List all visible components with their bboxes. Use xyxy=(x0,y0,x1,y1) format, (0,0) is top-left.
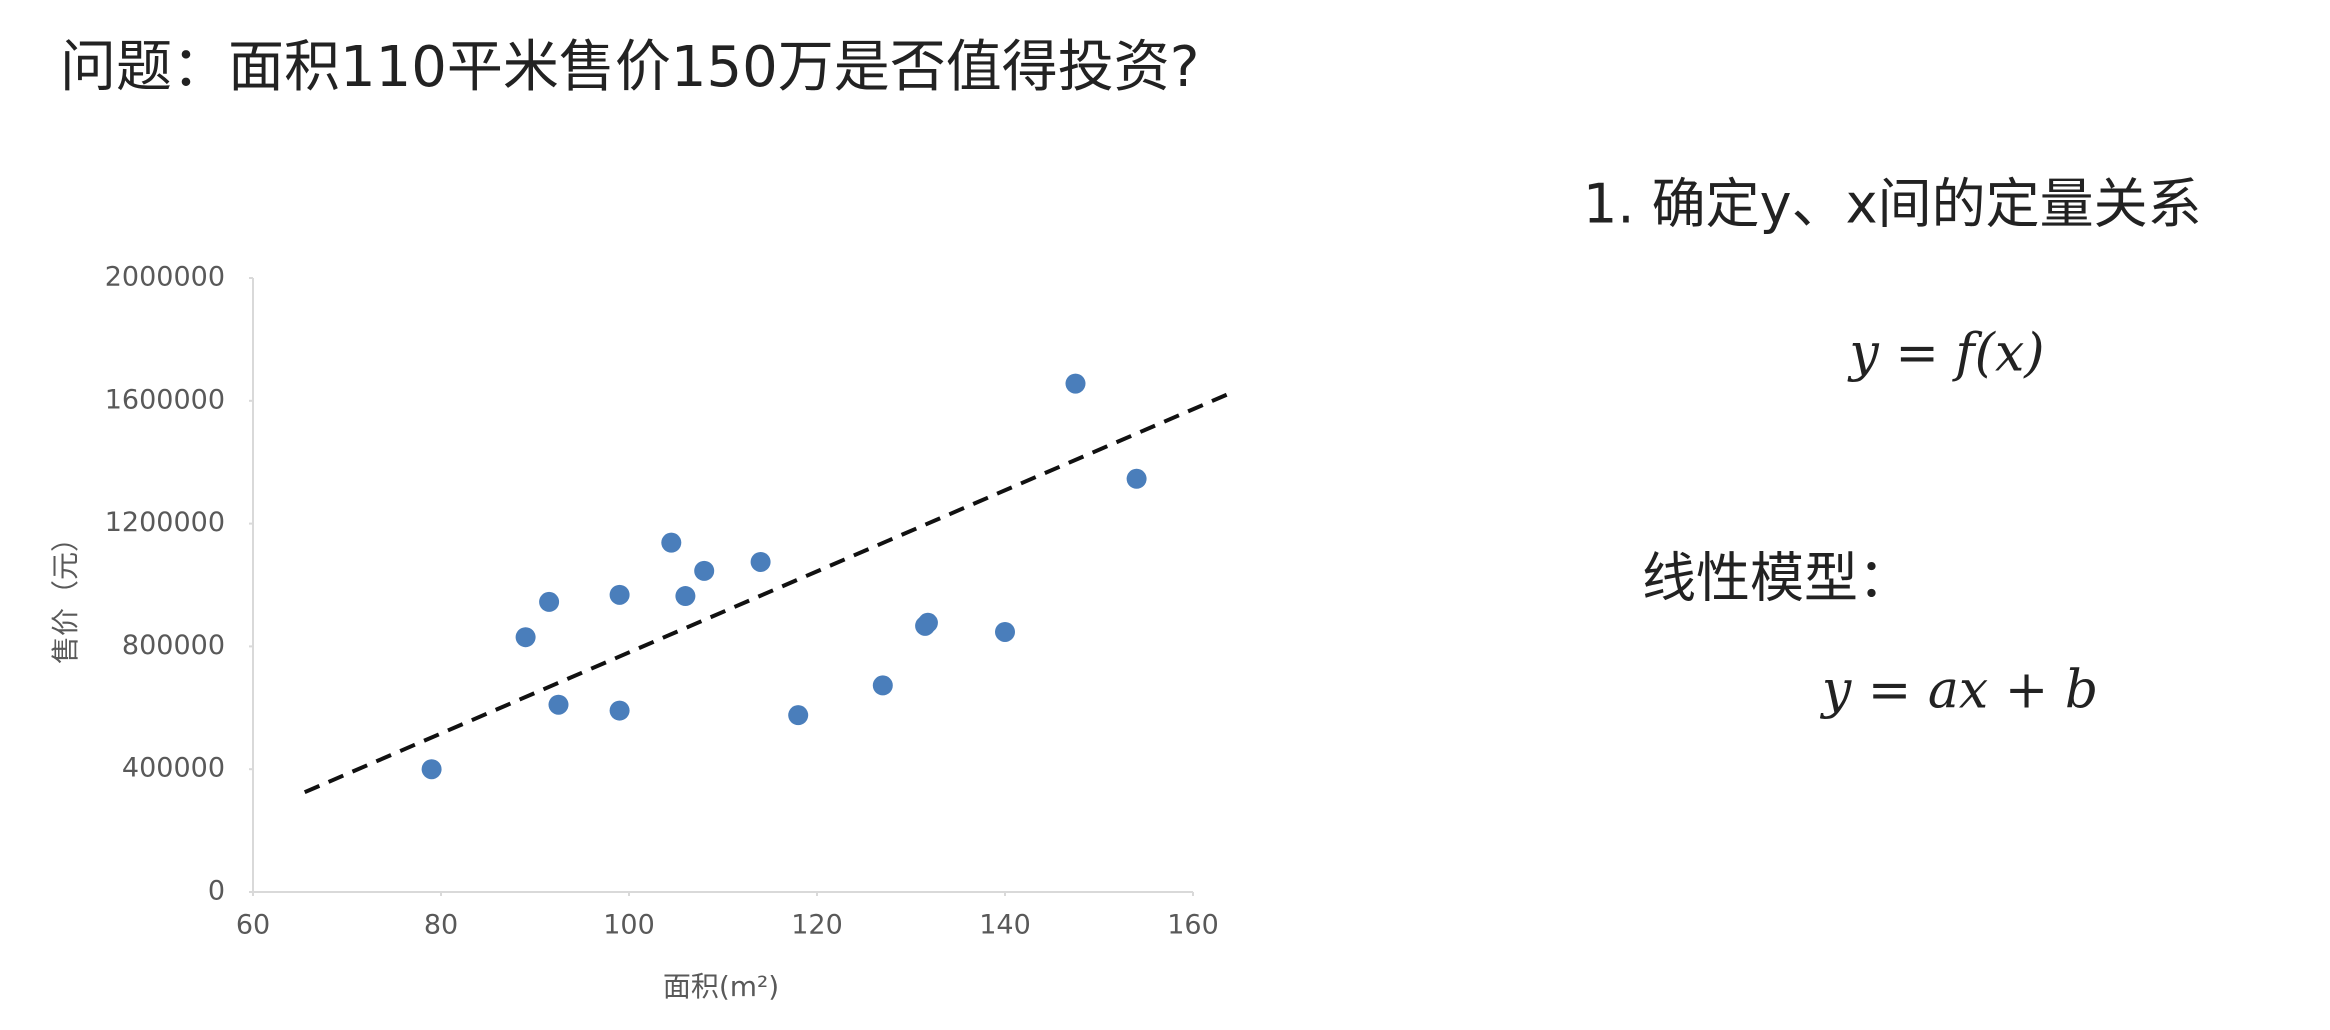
formula: y = f(x) xyxy=(1847,324,2044,384)
point xyxy=(515,627,536,648)
point xyxy=(788,705,809,726)
x-tick-label: 80 xyxy=(424,910,458,941)
step-heading: 1. 确定y、x间的定量关系 xyxy=(1583,173,2202,236)
x-tick-label: 60 xyxy=(236,910,270,941)
x-tick-label: 120 xyxy=(791,910,843,941)
point xyxy=(750,551,771,572)
y-tick-label: 0 xyxy=(208,876,225,907)
point xyxy=(694,560,715,581)
y-tick-label: 1600000 xyxy=(105,384,225,415)
point xyxy=(609,700,630,721)
title: 问题：面积110平米售价150万是否值得投资? xyxy=(60,35,1200,100)
x-tick-label: 100 xyxy=(603,910,655,941)
x-tick-label: 140 xyxy=(979,910,1031,941)
model-label: 线性模型： xyxy=(1642,547,1912,610)
point xyxy=(609,584,630,605)
point xyxy=(872,675,893,696)
point xyxy=(661,532,682,553)
point xyxy=(1065,373,1086,394)
point xyxy=(539,591,560,612)
trendline xyxy=(303,392,1228,795)
y-tick-label: 400000 xyxy=(122,753,225,784)
y-tick-label: 1200000 xyxy=(105,507,225,538)
y-tick-label: 2000000 xyxy=(105,262,225,293)
point xyxy=(548,694,569,715)
x-axis-label: 面积(m²) xyxy=(663,970,779,1003)
y-tick-label: 800000 xyxy=(122,630,225,661)
x-tick-label: 160 xyxy=(1167,910,1219,941)
point xyxy=(1126,468,1147,489)
formula: y = ax + b xyxy=(1820,661,2098,721)
point xyxy=(917,612,938,633)
point xyxy=(421,759,442,780)
y-axis-label: 售价（元） xyxy=(49,524,82,664)
point xyxy=(995,621,1015,642)
point xyxy=(675,586,696,607)
